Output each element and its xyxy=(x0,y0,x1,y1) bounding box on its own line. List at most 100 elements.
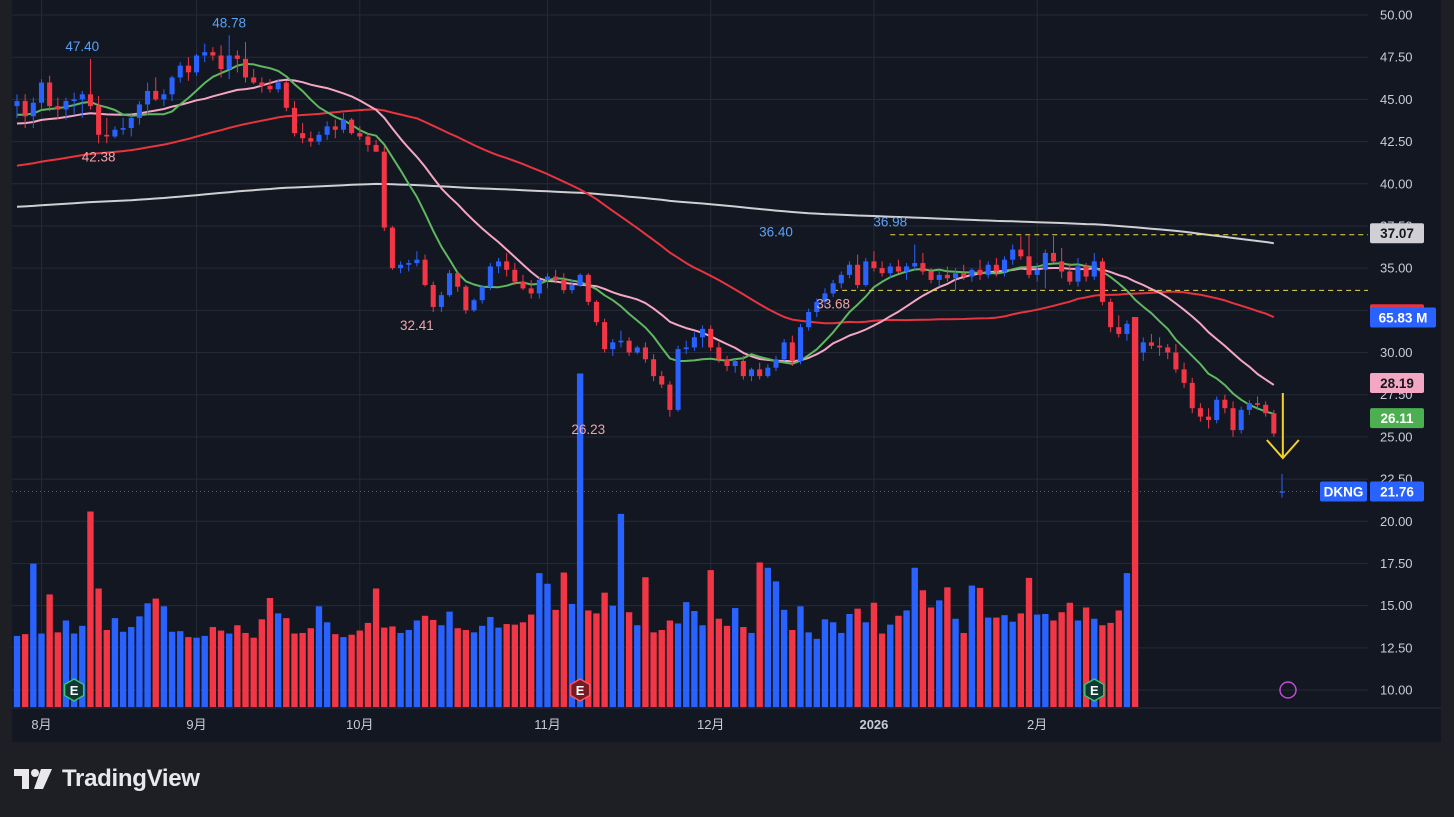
ma-value-tag: 28.19 xyxy=(1380,376,1414,391)
volume-bar xyxy=(993,617,1000,707)
volume-bar xyxy=(111,618,119,707)
moving-average-lines xyxy=(16,62,1275,415)
volume-bar xyxy=(340,637,347,707)
candle-body xyxy=(1018,249,1024,257)
volume-bar xyxy=(919,590,927,707)
candle-body xyxy=(618,340,624,343)
earnings-label: E xyxy=(1090,683,1099,698)
candle-body xyxy=(651,359,657,377)
candle-body xyxy=(218,55,224,69)
candle-body xyxy=(14,101,20,107)
volume-bar xyxy=(960,632,967,707)
volume-bars xyxy=(13,317,1139,707)
candle-body xyxy=(757,369,763,377)
candle-body xyxy=(234,55,240,59)
volume-bar xyxy=(846,613,853,707)
volume-bar xyxy=(348,634,355,707)
candle-body xyxy=(569,285,575,291)
price-tick-label: 45.00 xyxy=(1380,92,1413,107)
candle-body xyxy=(1083,266,1089,277)
time-tick-label: 12月 xyxy=(697,717,724,732)
candle-body xyxy=(675,349,681,410)
earnings-icon xyxy=(569,678,591,702)
price-annotation: 33.68 xyxy=(816,296,850,311)
candle-body xyxy=(610,342,616,350)
candle-body xyxy=(1197,408,1203,417)
candle-body xyxy=(1230,408,1236,431)
candle-body xyxy=(275,82,281,90)
volume-bar xyxy=(1001,615,1008,707)
candle-body xyxy=(1238,409,1244,431)
volume-bar xyxy=(30,563,37,707)
candle-body xyxy=(659,376,665,385)
candle-body xyxy=(846,264,852,275)
candle-body xyxy=(1091,261,1097,277)
volume-bar xyxy=(764,567,772,707)
candle-body xyxy=(969,269,975,277)
volume-bar xyxy=(707,570,714,707)
volume-bar xyxy=(1033,614,1041,707)
candle-body xyxy=(242,58,249,78)
price-annotation: 36.98 xyxy=(873,215,907,230)
volume-bar xyxy=(38,633,45,707)
candle-body xyxy=(389,227,395,269)
candle-body xyxy=(765,367,771,377)
candle-body xyxy=(177,65,183,78)
candle-body xyxy=(1206,416,1212,420)
earnings-icon xyxy=(63,678,85,702)
volume-bar xyxy=(356,630,363,707)
candle-body xyxy=(1263,404,1269,414)
candle-body xyxy=(700,328,706,338)
volume-bar xyxy=(446,611,453,707)
volume-bar xyxy=(323,622,331,707)
volume-bar xyxy=(683,602,690,707)
candle-body xyxy=(553,276,559,280)
volume-bar xyxy=(536,573,543,707)
price-tick-label: 15.00 xyxy=(1380,598,1413,613)
volume-bar xyxy=(193,637,200,707)
volume-bar xyxy=(568,603,576,707)
volume-bar xyxy=(1025,577,1033,707)
candlesticks[interactable] xyxy=(14,35,1285,498)
volume-bar xyxy=(797,606,804,707)
tradingview-brand[interactable]: TradingView xyxy=(14,764,200,794)
volume-bar xyxy=(274,613,282,707)
candle-body xyxy=(626,340,632,353)
candle-body xyxy=(55,106,61,110)
time-axis[interactable]: 8月 9月 10月 11月 12月 2026 2月 xyxy=(31,717,1047,732)
volume-bar xyxy=(862,622,869,707)
price-annotation: 48.78 xyxy=(212,16,246,31)
brand-name: TradingView xyxy=(62,765,200,792)
volume-bar xyxy=(1074,620,1082,707)
ma-value-tag: 37.07 xyxy=(1380,226,1414,241)
volume-bar xyxy=(854,608,861,707)
volume-bar xyxy=(552,609,559,707)
volume-bar xyxy=(519,622,527,707)
last-volume-tag: 65.83 M xyxy=(1379,311,1428,326)
candle-body xyxy=(904,266,910,272)
candle-body xyxy=(455,273,461,287)
volume-bar xyxy=(658,629,665,707)
moving-average-line xyxy=(16,108,1275,325)
candle-body xyxy=(1279,491,1285,493)
volume-bar xyxy=(593,613,600,707)
volume-bar xyxy=(642,577,649,707)
volume-bar xyxy=(821,619,829,707)
volume-bar xyxy=(609,605,616,707)
volume-bar xyxy=(911,567,918,707)
volume-bar xyxy=(723,625,731,707)
candle-body xyxy=(357,133,363,137)
candle-body xyxy=(708,328,714,348)
volume-bar xyxy=(699,625,706,707)
candle-body xyxy=(1254,403,1261,405)
price-tick-label: 30.00 xyxy=(1380,345,1413,360)
candle-body xyxy=(438,295,444,307)
candle-body xyxy=(789,342,795,361)
candle-body xyxy=(1075,266,1081,282)
volume-bar xyxy=(1099,625,1106,707)
price-annotation: 42.38 xyxy=(82,150,116,165)
volume-bar xyxy=(95,588,102,707)
